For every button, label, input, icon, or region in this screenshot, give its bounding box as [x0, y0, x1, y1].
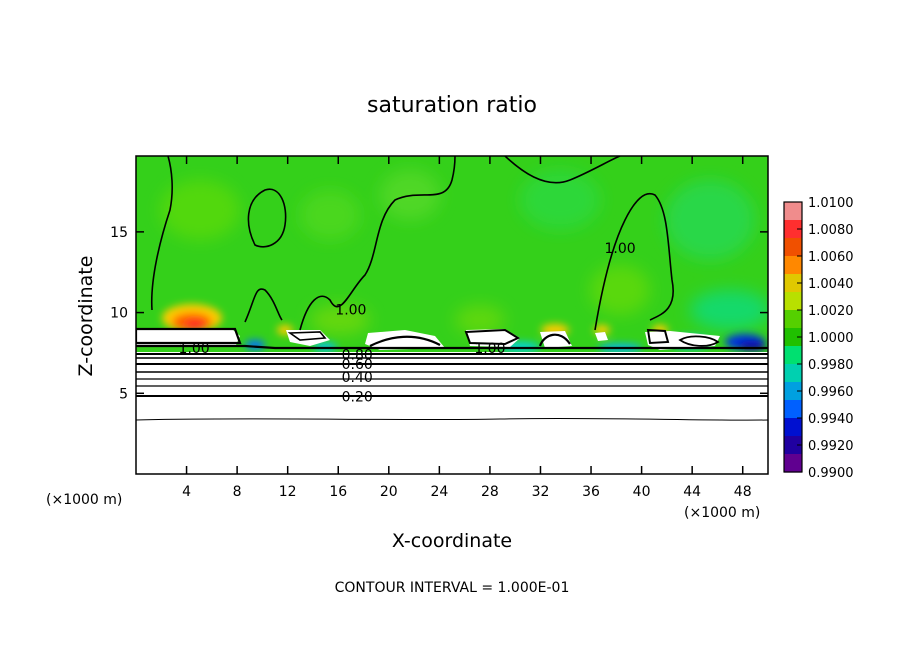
x-units-right-label: (×1000 m) [684, 505, 760, 521]
colorbar-swatch [784, 346, 802, 365]
z-axis-title: Z-coordinate [75, 256, 97, 377]
colorbar-tick-label: 1.0060 [808, 250, 854, 265]
contour-label: 1.00 [605, 241, 636, 257]
colorbar-tick-label: 0.9980 [808, 358, 854, 373]
colorbar-tick-label: 1.0000 [808, 331, 854, 346]
x-tick-label: 48 [734, 484, 752, 500]
contour-label: 0.60 [342, 357, 373, 373]
colorbar-tick-label: 0.9960 [808, 385, 854, 400]
colorbar-swatch [784, 292, 802, 311]
colorbar-swatch [784, 382, 802, 401]
x-tick-label: 24 [430, 484, 448, 500]
colorbar-swatch [784, 328, 802, 347]
x-tick-label: 28 [481, 484, 499, 500]
z-tick-label: 15 [110, 225, 128, 241]
contour-interval-footer: CONTOUR INTERVAL = 1.000E-01 [335, 580, 570, 596]
plot-frame [135, 155, 769, 475]
x-tick-label: 4 [182, 484, 191, 500]
x-axis-title: X-coordinate [392, 530, 512, 552]
colorbar-swatch [784, 364, 802, 383]
x-tick-label: 40 [633, 484, 651, 500]
contour-label: 0.20 [342, 390, 373, 406]
colorbar-tick-label: 0.9920 [808, 439, 854, 454]
x-tick-label: 16 [329, 484, 347, 500]
contour-label: 1.00 [179, 341, 210, 357]
colorbar-swatch [784, 274, 802, 293]
colorbar-swatch [784, 202, 802, 221]
colorbar-tick-label: 1.0040 [808, 277, 854, 292]
colorbar-tick-label: 0.9940 [808, 412, 854, 427]
x-tick-label: 44 [683, 484, 701, 500]
x-tick-label: 12 [279, 484, 297, 500]
colorbar-swatch [784, 256, 802, 275]
colorbar-swatch [784, 436, 802, 455]
contour-label: 0.80 [342, 348, 373, 364]
x-tick-label: 20 [380, 484, 398, 500]
colorbar-swatch [784, 238, 802, 257]
z-axis: 5 10 15 [110, 225, 768, 402]
colorbar-tick-label: 1.0020 [808, 304, 854, 319]
heatmap-field [136, 156, 768, 474]
x-units-left-label: (×1000 m) [46, 492, 122, 508]
z-tick-label: 10 [110, 306, 128, 322]
colorbar-tick-label: 1.0080 [808, 223, 854, 238]
x-tick-label: 32 [532, 484, 550, 500]
contour-label: 1.00 [335, 302, 366, 318]
x-axis: 4 8 12 16 20 24 28 32 36 40 44 48 [182, 156, 752, 500]
colorbar-swatch [784, 400, 802, 419]
colorbar-swatch [784, 310, 802, 329]
x-tick-label: 8 [233, 484, 242, 500]
colorbar-swatch [784, 220, 802, 239]
contour-labels: 1.00 1.00 1.00 1.00 0.800.600.40 0.20 [179, 241, 636, 406]
chart-title: saturation ratio [367, 93, 537, 118]
colorbar-tick-label: 1.0100 [808, 196, 854, 211]
z-tick-label: 5 [119, 386, 128, 402]
x-tick-label: 36 [582, 484, 600, 500]
contour-lines [136, 156, 768, 421]
colorbar-swatch [784, 454, 802, 473]
colorbar-tick-label: 0.9900 [808, 466, 854, 481]
colorbar-swatch [784, 418, 802, 437]
contour-label: 1.00 [474, 341, 505, 357]
contour-label: 0.40 [342, 370, 373, 386]
colorbar: 1.0100 1.0080 1.0060 1.0040 1.0020 1.0000 0.99… [783, 196, 854, 481]
